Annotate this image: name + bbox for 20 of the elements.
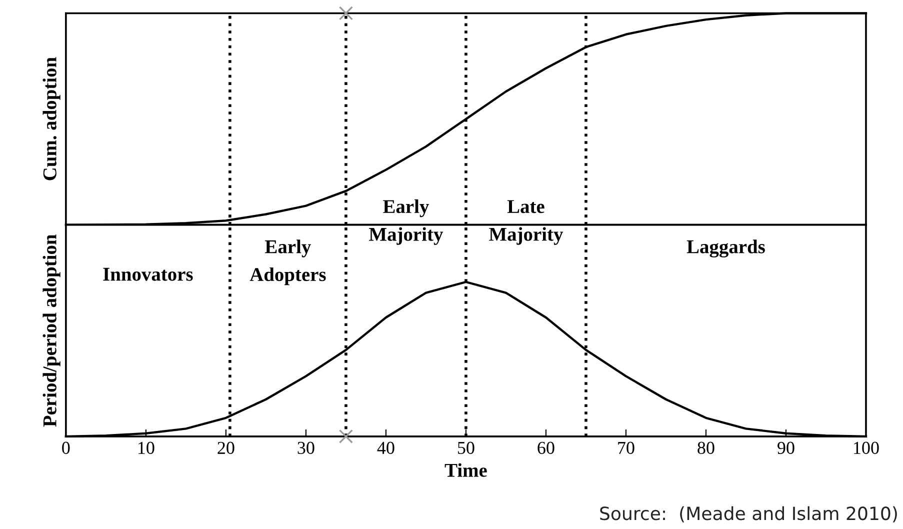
x-tick-label: 70 xyxy=(618,442,634,454)
x-tick-label: 60 xyxy=(538,442,554,454)
x-axis-title: Time xyxy=(444,463,487,477)
x-tick-label: 20 xyxy=(218,442,234,454)
x-tick-label: 30 xyxy=(298,442,314,454)
source-note: Source: (Meade and Islam 2010) xyxy=(600,506,897,522)
y-axis-title: Cum. adoption xyxy=(42,57,60,180)
x-tick-label: 100 xyxy=(854,442,879,454)
x-tick-label: 50 xyxy=(458,442,474,454)
y-axis-title: Period/period adoption xyxy=(42,234,60,427)
x-tick-label: 0 xyxy=(62,442,70,454)
x-tick-label: 90 xyxy=(778,442,794,454)
annotation: Early Adopters xyxy=(250,240,326,286)
x-tick-label: 80 xyxy=(698,442,714,454)
text: Laggards xyxy=(686,240,765,258)
annotation: Late Majority xyxy=(489,200,564,245)
text: Innovators xyxy=(103,268,193,281)
x-tick-label: 10 xyxy=(138,442,154,454)
x-tick-label: 40 xyxy=(377,442,394,454)
annotation: Early Majority xyxy=(369,199,444,245)
